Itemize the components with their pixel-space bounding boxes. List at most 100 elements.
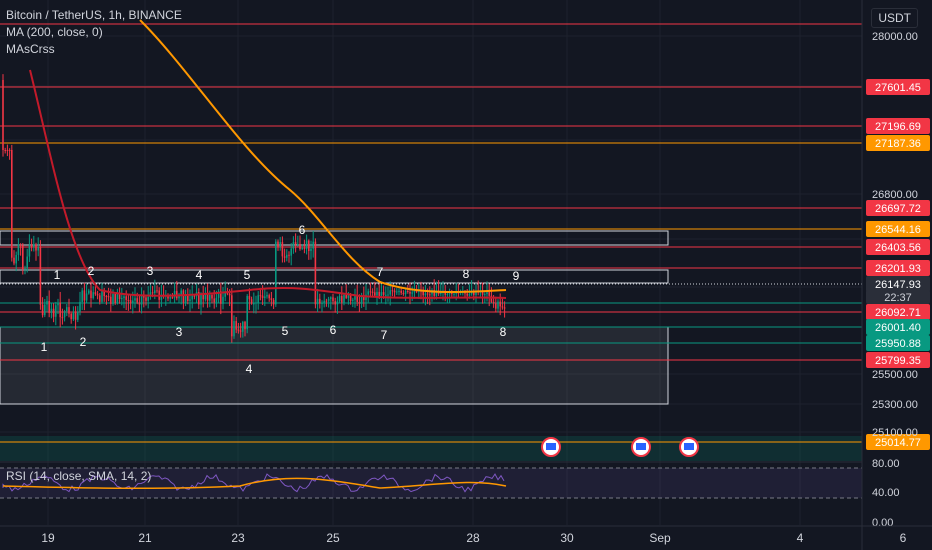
candle-body [283,256,286,258]
candle-body [319,298,321,304]
candle-body [160,294,163,300]
candle-body [118,292,121,300]
candle-body [367,291,369,295]
candle-body [85,293,88,301]
time-tick-7: 4 [797,531,804,545]
candle-body [371,291,374,293]
candle-body [347,295,350,298]
wave-label-lower-7: 7 [381,328,388,342]
candle-body [44,304,46,316]
candle-body [360,295,363,304]
wave-label-upper-1: 1 [54,268,61,282]
flag-icon-2 [684,443,694,450]
candle-body [281,242,284,257]
candle-body [191,295,193,300]
candle-body [147,297,149,301]
candle-body [433,290,435,296]
candle-body [354,295,356,300]
candle-body [248,295,251,300]
candle-body [114,294,116,304]
candle-body [400,290,402,293]
candle-body [259,295,262,297]
candle-body [134,298,136,301]
candle-body [321,302,323,304]
candle-body [169,297,171,299]
candle-body [123,296,125,299]
candle-body [193,295,196,297]
candle-body [334,301,336,305]
candle-body [237,329,240,331]
rsi-legend[interactable]: RSI (14, close, SMA, 14, 2) [6,469,152,483]
candle-body [156,290,158,292]
candle-body [475,290,477,295]
candle-body [110,296,112,304]
candle-body [213,298,215,303]
candle-body [74,311,77,320]
price-tag-bg-12 [866,434,930,450]
candle-body [246,295,248,330]
candle-body [105,296,108,298]
candle-body [297,244,299,246]
countdown-label: 22:37 [884,292,912,304]
candle-body [435,290,438,296]
rsi-pane: 80.00 40.00 0.00 [0,458,900,529]
candle-body [380,292,383,296]
price-tag-bg-6 [866,260,930,276]
candle-body [11,150,13,258]
symbol-legend[interactable]: Bitcoin / TetherUS, 1h, BINANCE [6,8,182,22]
wave-label-lower-4: 4 [246,362,253,376]
price-tag-10: 25950.88 [875,338,921,350]
price-tick-4: 25100.00 [872,427,918,439]
candle-body [338,295,341,302]
candle-body [143,295,145,298]
candle-body [270,298,273,300]
price-tag-2: 27187.36 [875,138,921,150]
candle-body [28,245,31,257]
candle-body [198,292,200,305]
time-tick-5: 30 [560,531,574,545]
candle-body [345,295,347,298]
candle-body [255,302,257,304]
wave-label-upper-5: 5 [244,268,251,282]
candle-body [140,295,143,305]
candle-body [103,290,105,297]
mascrss-legend[interactable]: MAsCrss [6,42,55,56]
candle-body [88,290,90,294]
candle-body [132,300,134,304]
candle-body [330,297,332,299]
currency-button[interactable]: USDT [871,8,918,28]
wave-label-upper-8: 8 [463,267,470,281]
event-icons[interactable] [541,437,699,457]
candle-body [257,295,259,303]
price-tick-0: 28000.00 [872,31,918,43]
candle-body [316,298,319,305]
candle-body [24,268,26,270]
candle-body [389,290,391,295]
candle-body [50,308,53,313]
candle-body [4,150,6,151]
candle-body [55,305,57,317]
candle-body [6,150,9,151]
candle-body [244,321,246,330]
candle-body [217,291,220,298]
wave-labels: 1 2 3 4 5 6 7 8 9 1 2 3 4 5 6 7 8 [41,223,520,376]
candle-body [481,291,484,295]
candle-body [455,292,457,294]
candle-body [79,301,81,312]
price-tag-4: 26544.16 [875,224,921,236]
price-tag-bg-7 [866,276,930,292]
candle-body [19,244,22,246]
candle-body [116,292,119,304]
candle-body [332,297,334,302]
candle-body [391,290,394,292]
candle-body [352,299,354,302]
candle-body [411,292,413,294]
candle-body [83,290,86,301]
price-tag-bg-3 [866,200,930,216]
ma-legend[interactable]: MA (200, close, 0) [6,25,103,39]
candle-body [495,303,497,309]
candle-body [374,292,376,296]
price-tag-bg-5 [866,239,930,255]
